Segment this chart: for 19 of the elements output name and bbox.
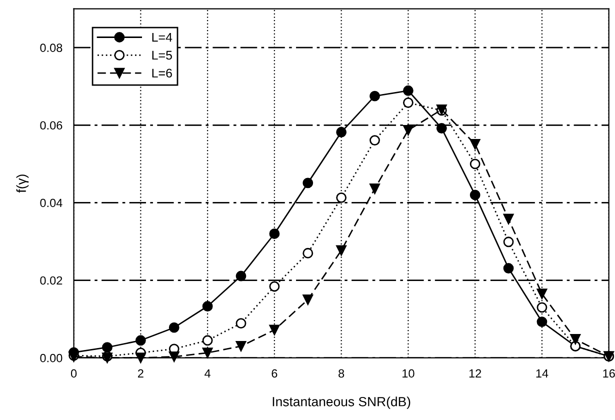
legend-label: L=5 — [152, 50, 172, 60]
x-tick-label: 0 — [70, 369, 77, 378]
x-tick-label: 8 — [338, 369, 344, 378]
legend-label: L=4 — [152, 33, 172, 42]
x-tick-label: 12 — [469, 369, 482, 378]
y-tick-label: 0.06 — [40, 121, 62, 130]
x-tick-label: 4 — [204, 369, 210, 378]
y-tick-label: 0.04 — [40, 198, 62, 208]
x-axis-title: Instantaneous SNR(dB) — [272, 396, 410, 409]
x-tick-label: 10 — [402, 369, 414, 378]
x-tick-label: 16 — [603, 369, 615, 378]
y-axis-title: f(γ) — [16, 174, 29, 193]
x-tick-label: 2 — [138, 369, 144, 378]
x-tick-label: 6 — [272, 369, 278, 378]
x-tick-label: 14 — [536, 369, 548, 378]
y-tick-label: 0.08 — [40, 44, 62, 52]
y-tick-label: 0.02 — [40, 276, 62, 285]
y-tick-label: 0.00 — [40, 354, 62, 362]
legend-label: L=6 — [152, 68, 172, 78]
